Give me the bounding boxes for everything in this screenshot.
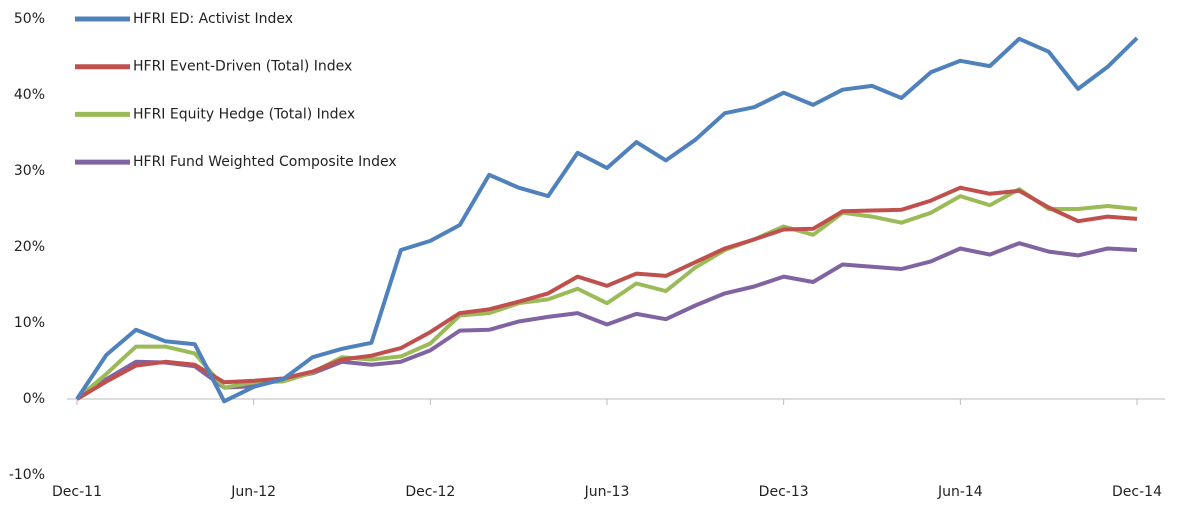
legend-label: HFRI Equity Hedge (Total) Index xyxy=(133,106,355,122)
series-line xyxy=(75,185,1138,401)
x-tick-label: Jun-12 xyxy=(230,484,276,500)
x-tick-label: Jun-13 xyxy=(584,484,630,500)
y-tick-label: 50% xyxy=(14,11,45,27)
y-tick-label: 30% xyxy=(14,163,45,179)
x-tick-label: Dec-11 xyxy=(52,484,102,500)
y-tick-label: -10% xyxy=(9,467,45,483)
x-tick-label: Dec-12 xyxy=(405,484,455,500)
y-tick-label: 10% xyxy=(14,315,45,331)
legend-label: HFRI Fund Weighted Composite Index xyxy=(133,154,397,170)
series-line xyxy=(75,241,1138,401)
x-tick-label: Dec-13 xyxy=(759,484,809,500)
y-tick-label: 20% xyxy=(14,239,45,255)
x-tick-label: Dec-14 xyxy=(1112,484,1162,500)
y-tick-label: 0% xyxy=(23,391,45,407)
y-tick-label: 40% xyxy=(14,87,45,103)
legend-label: HFRI Event-Driven (Total) Index xyxy=(133,59,352,75)
legend-label: HFRI ED: Activist Index xyxy=(133,11,293,27)
x-tick-label: Jun-14 xyxy=(937,484,983,500)
series-line xyxy=(75,36,1139,404)
series-line xyxy=(75,187,1138,401)
